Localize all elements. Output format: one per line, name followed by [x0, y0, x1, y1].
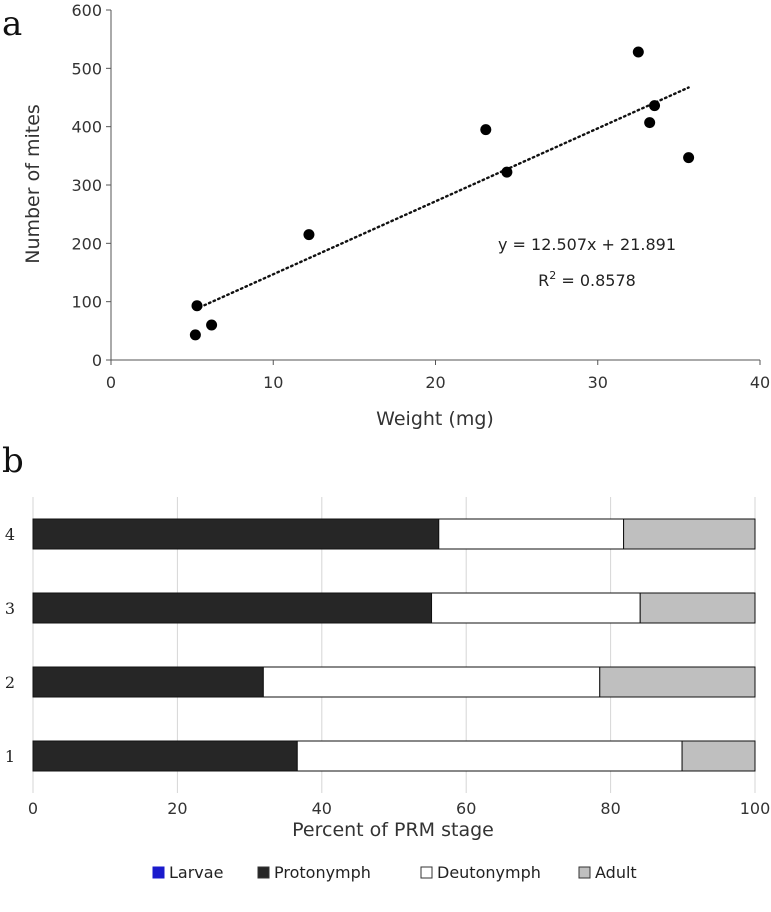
legend-swatch-deutonymph: [420, 866, 433, 879]
y-tick-label: 500: [71, 59, 102, 78]
bar-segment-adult: [599, 666, 756, 698]
scatter-panel: a 0 100 200 300 400 500 600 0 10 20 30 40 Weight (m…: [2, 1, 770, 430]
bar-x-tick-label: 20: [167, 799, 187, 818]
y-axis-title: Number of mites: [22, 104, 44, 264]
bar-segments: [32, 518, 756, 772]
bar-x-tick-label: 80: [600, 799, 620, 818]
scatter-point: [189, 329, 201, 341]
trendline-dotted: [194, 86, 690, 311]
legend-swatch-protonymph: [257, 866, 270, 879]
bar-x-tick-label: 40: [312, 799, 332, 818]
legend: Larvae Protonymph Deutonymph Adult: [152, 863, 637, 882]
bar-segment-protonymph: [32, 666, 264, 698]
y-tick-label: 600: [71, 1, 102, 20]
scatter-point: [649, 100, 661, 112]
bar-segment-adult: [623, 518, 756, 550]
bar-x-tick-label: 0: [28, 799, 38, 818]
bar-category-label: 2: [5, 673, 15, 692]
x-tick-label: 0: [106, 373, 116, 392]
bar-segment-protonymph: [32, 592, 433, 624]
scatter-point: [501, 166, 513, 178]
legend-label-larvae: Larvae: [169, 863, 223, 882]
scatter-point: [683, 152, 695, 164]
scatter-point: [206, 319, 218, 331]
legend-label-adult: Adult: [595, 863, 637, 882]
trendline-equation: y = 12.507x + 21.891: [498, 235, 676, 254]
x-tick-label: 10: [263, 373, 283, 392]
x-tick-label: 30: [588, 373, 608, 392]
panel-b-letter: b: [2, 441, 24, 481]
y-tick-label: 0: [92, 351, 102, 370]
bar-x-axis-title: Percent of PRM stage: [292, 819, 494, 841]
bar-segment-adult: [639, 592, 756, 624]
y-tick-label: 100: [71, 293, 102, 312]
scatter-point: [303, 229, 315, 241]
y-tick-label: 400: [71, 118, 102, 137]
y-tick-label: 300: [71, 176, 102, 195]
legend-label-deutonymph: Deutonymph: [437, 863, 541, 882]
bar-segment-adult: [681, 740, 756, 772]
scatter-tick-labels: 0 100 200 300 400 500 600 0 10 20 30 40: [71, 1, 770, 392]
legend-label-protonymph: Protonymph: [274, 863, 371, 882]
r-squared-value: = 0.8578: [556, 271, 636, 290]
x-tick-label: 20: [425, 373, 445, 392]
r-squared-superscript: 2: [549, 269, 556, 282]
scatter-axes: [106, 9, 761, 365]
bar-x-tick-label: 60: [456, 799, 476, 818]
bar-category-label: 1: [5, 747, 15, 766]
panel-a-letter: a: [2, 4, 22, 44]
r-squared-label: R2 = 0.8578: [538, 269, 636, 290]
trendline: [194, 86, 690, 311]
bar-segment-protonymph: [32, 518, 440, 550]
scatter-point: [644, 117, 656, 129]
bar-tick-labels: 0 20 40 60 80 100 4 3 2 1: [5, 525, 770, 818]
scatter-point: [480, 124, 492, 136]
bar-segment-deutonymph: [296, 740, 683, 772]
bar-segment-deutonymph: [431, 592, 641, 624]
x-axis-title: Weight (mg): [376, 408, 494, 430]
bar-segment-deutonymph: [262, 666, 601, 698]
bar-category-label: 4: [5, 525, 15, 544]
scatter-points: [189, 46, 695, 341]
legend-swatch-larvae: [152, 866, 165, 879]
bar-x-tick-label: 100: [740, 799, 771, 818]
scatter-point: [191, 300, 203, 312]
r-squared-r: R: [538, 271, 549, 290]
bar-segment-deutonymph: [438, 518, 625, 550]
bar-segment-protonymph: [32, 740, 298, 772]
scatter-point: [632, 46, 644, 58]
legend-swatch-adult: [578, 866, 591, 879]
bar-category-label: 3: [5, 599, 15, 618]
x-tick-label: 40: [750, 373, 770, 392]
y-tick-label: 200: [71, 234, 102, 253]
